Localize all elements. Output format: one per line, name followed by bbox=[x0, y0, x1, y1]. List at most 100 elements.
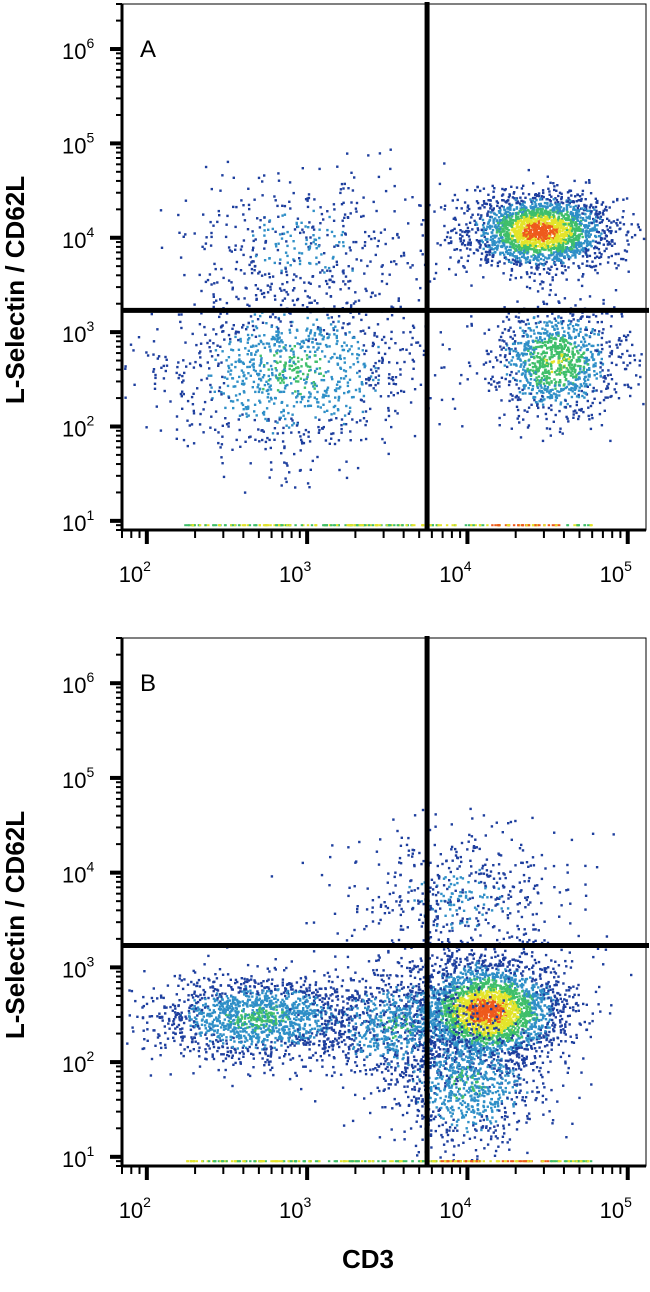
event-point bbox=[309, 395, 312, 398]
event-point bbox=[204, 280, 208, 284]
event-point bbox=[556, 184, 559, 187]
event-point bbox=[348, 406, 352, 409]
event-point bbox=[537, 227, 541, 230]
event-point bbox=[448, 348, 451, 351]
event-point bbox=[387, 414, 391, 418]
event-point bbox=[467, 254, 470, 258]
event-point bbox=[254, 294, 258, 297]
event-point bbox=[570, 320, 573, 323]
event-point bbox=[547, 249, 550, 252]
event-point bbox=[247, 407, 250, 410]
event-point bbox=[568, 336, 571, 340]
event-point bbox=[619, 356, 623, 359]
event-point bbox=[605, 209, 608, 212]
event-point bbox=[549, 364, 553, 368]
event-point bbox=[356, 524, 359, 527]
event-point bbox=[555, 210, 558, 214]
event-point bbox=[541, 399, 545, 402]
event-point bbox=[517, 220, 520, 223]
event-point bbox=[536, 352, 540, 355]
event-point bbox=[577, 324, 580, 327]
event-point bbox=[588, 217, 591, 220]
event-point bbox=[583, 207, 587, 211]
event-point bbox=[561, 336, 564, 339]
event-point bbox=[540, 400, 543, 403]
event-point bbox=[285, 424, 288, 427]
event-point bbox=[359, 524, 363, 527]
event-point bbox=[560, 218, 564, 221]
event-point bbox=[537, 406, 540, 410]
event-point bbox=[533, 226, 536, 229]
event-point bbox=[453, 227, 456, 231]
event-point bbox=[445, 235, 449, 239]
event-point bbox=[321, 396, 324, 399]
event-point bbox=[538, 249, 541, 252]
event-point bbox=[264, 447, 267, 451]
event-point bbox=[343, 391, 346, 395]
event-point bbox=[507, 236, 510, 239]
event-point bbox=[482, 229, 485, 232]
event-point bbox=[577, 344, 580, 347]
event-point bbox=[411, 377, 414, 381]
event-point bbox=[536, 290, 540, 293]
event-point bbox=[590, 330, 594, 333]
event-point bbox=[322, 374, 325, 378]
event-point bbox=[369, 260, 372, 263]
event-point bbox=[518, 230, 521, 233]
event-point bbox=[352, 302, 356, 305]
event-point bbox=[591, 328, 594, 331]
event-point bbox=[243, 297, 246, 300]
event-point bbox=[518, 202, 522, 205]
event-point bbox=[544, 246, 548, 249]
event-point bbox=[536, 268, 539, 271]
event-point bbox=[601, 369, 604, 372]
event-point bbox=[367, 326, 371, 329]
event-point bbox=[585, 216, 588, 219]
event-point bbox=[348, 410, 352, 413]
event-point bbox=[369, 407, 372, 411]
event-point bbox=[565, 226, 568, 230]
event-point bbox=[250, 267, 254, 271]
event-point bbox=[537, 237, 540, 241]
event-point bbox=[362, 196, 365, 199]
event-point bbox=[308, 404, 311, 407]
event-point bbox=[532, 371, 536, 375]
event-point bbox=[198, 273, 201, 277]
event-point bbox=[552, 392, 556, 395]
event-point bbox=[212, 342, 215, 345]
event-point bbox=[213, 282, 216, 285]
event-point bbox=[520, 319, 523, 323]
event-point bbox=[548, 293, 551, 297]
event-point bbox=[247, 349, 250, 352]
event-point bbox=[599, 374, 602, 377]
event-point bbox=[333, 235, 336, 238]
event-point bbox=[510, 246, 513, 249]
event-point bbox=[547, 381, 550, 384]
event-point bbox=[388, 273, 391, 276]
event-point bbox=[546, 271, 549, 274]
event-point bbox=[169, 400, 172, 403]
event-point bbox=[519, 379, 522, 383]
event-point bbox=[498, 220, 501, 224]
event-point bbox=[461, 230, 464, 233]
event-point bbox=[600, 203, 603, 206]
event-point bbox=[532, 210, 535, 214]
event-point bbox=[196, 387, 199, 390]
event-point bbox=[531, 196, 535, 200]
event-point bbox=[524, 248, 527, 252]
event-point bbox=[466, 378, 469, 381]
event-point bbox=[277, 172, 280, 175]
event-point bbox=[253, 524, 256, 527]
event-point bbox=[566, 200, 569, 203]
event-point bbox=[541, 361, 545, 364]
event-point bbox=[266, 419, 269, 422]
event-point bbox=[358, 387, 361, 391]
event-point bbox=[193, 232, 196, 235]
event-point bbox=[241, 413, 244, 416]
event-point bbox=[273, 261, 276, 265]
event-point bbox=[316, 405, 320, 408]
event-point bbox=[183, 371, 186, 375]
event-point bbox=[565, 207, 569, 210]
event-point bbox=[530, 355, 533, 358]
event-point bbox=[554, 263, 557, 266]
